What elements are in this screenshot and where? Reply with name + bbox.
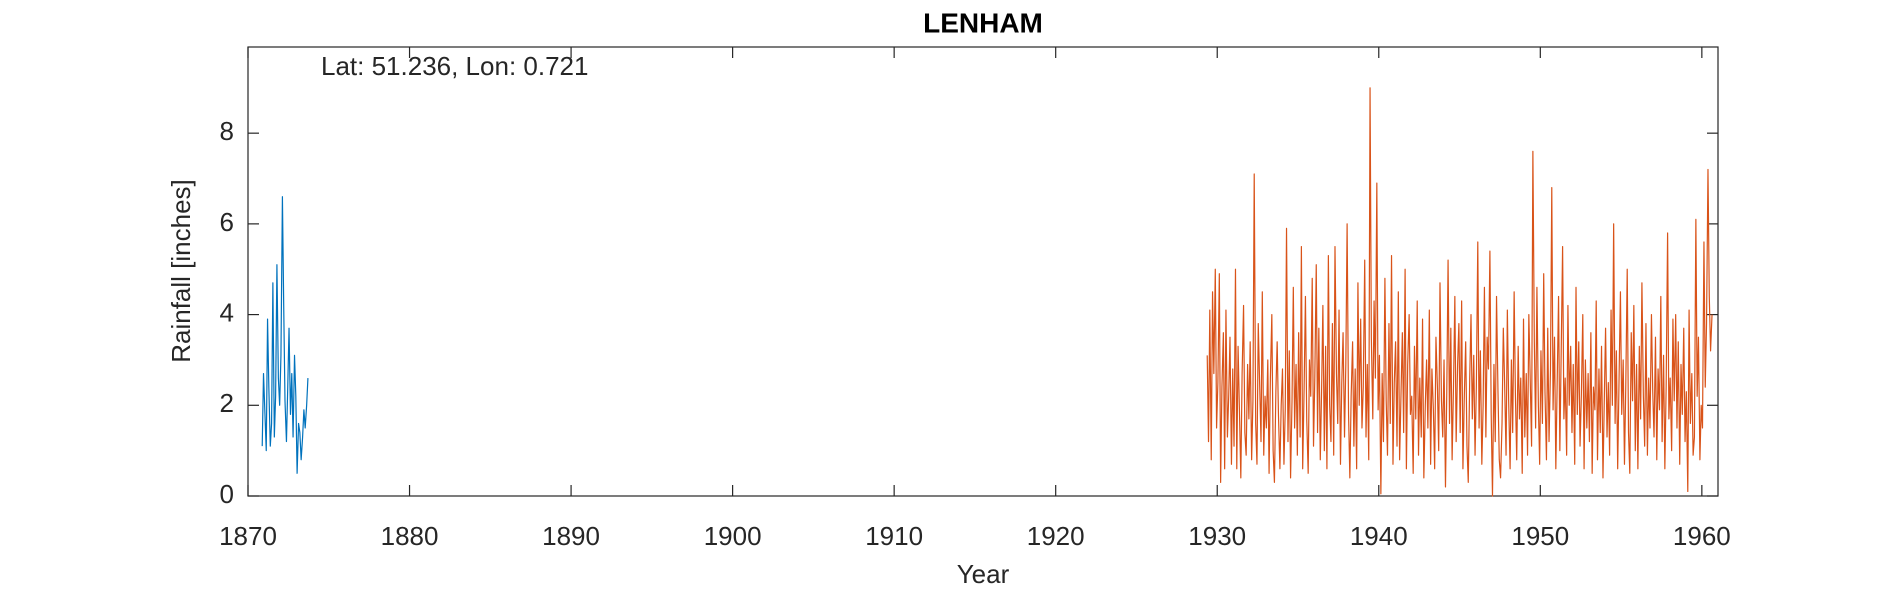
x-tick-label: 1950 bbox=[1511, 521, 1569, 551]
chart-title: LENHAM bbox=[923, 7, 1043, 38]
y-tick-label: 8 bbox=[220, 116, 234, 146]
y-tick-label: 2 bbox=[220, 388, 234, 418]
y-tick-label: 0 bbox=[220, 479, 234, 509]
x-tick-label: 1890 bbox=[542, 521, 600, 551]
x-tick-label: 1880 bbox=[381, 521, 439, 551]
y-tick-label: 6 bbox=[220, 207, 234, 237]
series-line bbox=[1206, 87, 1713, 497]
x-tick-label: 1960 bbox=[1673, 521, 1731, 551]
x-tick-label: 1920 bbox=[1027, 521, 1085, 551]
x-tick-label: 1930 bbox=[1188, 521, 1246, 551]
y-axis-label: Rainfall [inches] bbox=[166, 179, 196, 363]
x-tick-label: 1870 bbox=[219, 521, 277, 551]
plot-box bbox=[247, 46, 1719, 497]
x-tick-label: 1910 bbox=[865, 521, 923, 551]
x-tick-label: 1900 bbox=[704, 521, 762, 551]
annotation: Lat: 51.236, Lon: 0.721 bbox=[321, 51, 588, 81]
x-tick-label: 1940 bbox=[1350, 521, 1408, 551]
series-line bbox=[261, 196, 309, 474]
x-axis-label: Year bbox=[957, 559, 1010, 589]
y-tick-label: 4 bbox=[220, 297, 234, 327]
